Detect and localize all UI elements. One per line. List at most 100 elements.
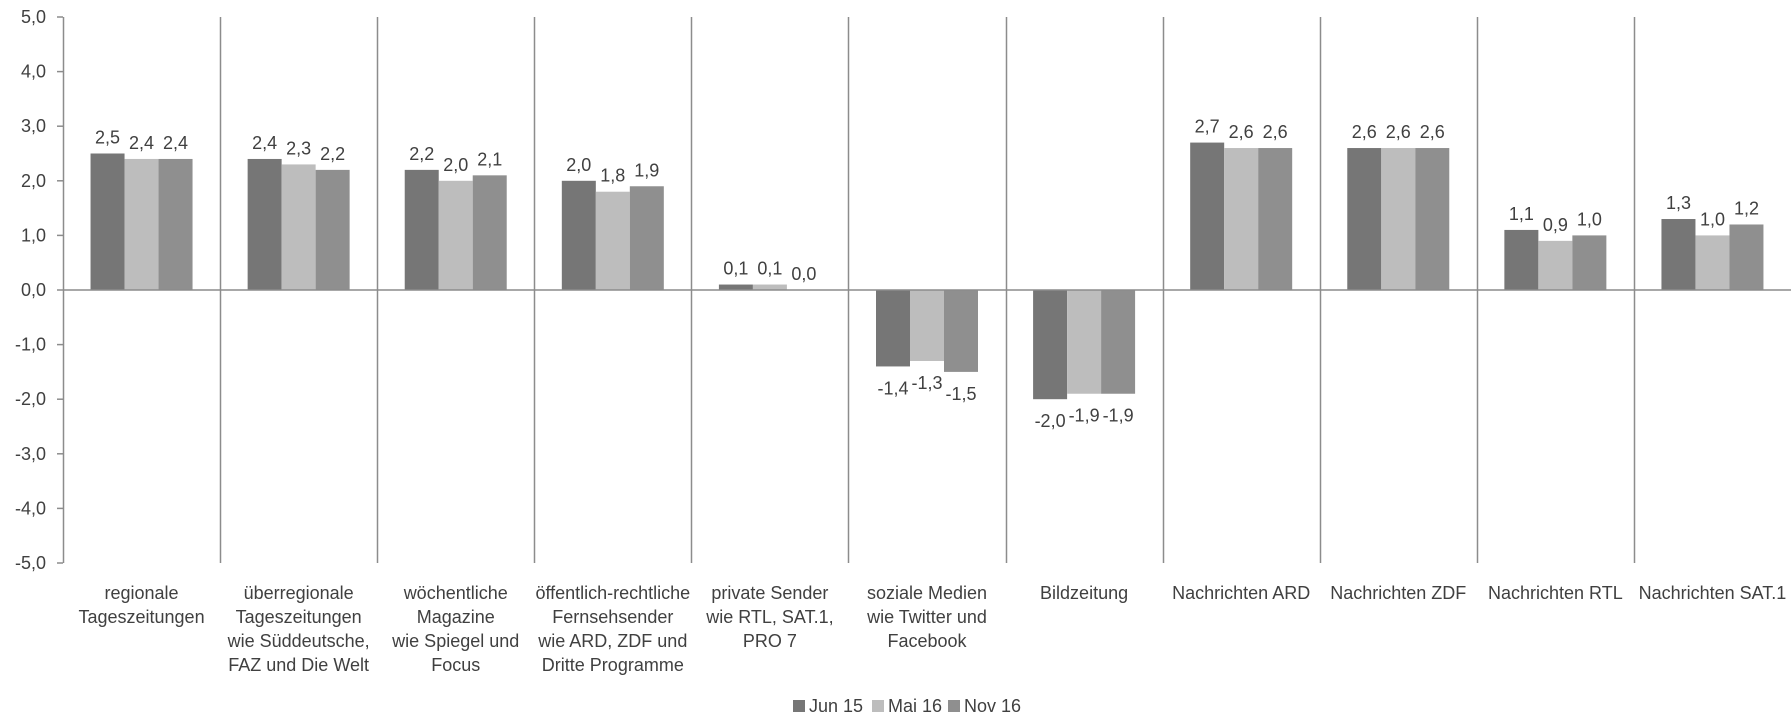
data-label: 1,0 [1577,209,1602,229]
category-label: öffentlich-rechtliche Fernsehsender wie AR… [535,583,690,675]
category-label-line: wöchentliche [403,583,508,603]
data-label: 2,5 [95,128,120,148]
bar-mai-16 [1695,235,1730,290]
data-label: -2,0 [1035,411,1066,431]
legend-label: Mai 16 [888,696,942,716]
data-label: 2,4 [163,133,188,153]
legend-item-nov-16: Nov 16 [948,696,1021,716]
bar-jun-15 [718,284,753,290]
bar-jun-15 [1033,290,1068,400]
bar-jun-15 [1661,219,1696,290]
legend-swatch [793,700,805,712]
data-label: 1,3 [1666,193,1691,213]
category-label-line: Magazine [417,607,495,627]
data-label: 2,6 [1229,122,1254,142]
bar-mai-16 [595,191,630,290]
data-label: -1,9 [1103,406,1134,426]
y-tick-label: -1,0 [15,335,46,355]
bar-mai-16 [438,180,473,290]
category-label: Bildzeitung [1040,583,1128,603]
bar-jun-15 [1347,148,1382,290]
bar-mai-16 [1067,290,1102,394]
data-label: 2,2 [320,144,345,164]
bar-mai-16 [910,290,944,361]
category-label-line: öffentlich-rechtliche [535,583,690,603]
category-label-line: Tageszeitungen [236,607,362,627]
data-label: 2,0 [566,155,591,175]
bar-mai-16 [1224,148,1259,290]
bar-nov-16 [629,186,664,290]
data-label: 2,1 [477,149,502,169]
category-label-line: Nachrichten ZDF [1330,583,1466,603]
data-label: -1,9 [1069,406,1100,426]
category-label-line: Nachrichten ARD [1172,583,1310,603]
legend-label: Nov 16 [964,696,1021,716]
bar-nov-16 [158,158,193,290]
category-label: private Sender wie RTL, SAT.1, PRO 7 [705,583,833,651]
data-label: -1,4 [877,378,908,398]
legend: Jun 15 Mai 16 Nov 16 [793,696,1021,716]
category-label-line: Tageszeitungen [78,607,204,627]
category-label-line: Nachrichten RTL [1488,583,1623,603]
y-tick-label: -5,0 [15,553,46,573]
y-tick-label: -3,0 [15,444,46,464]
category-label-line: wie Süddeutsche, [227,631,370,651]
category-label: Nachrichten SAT.1 [1639,583,1787,603]
legend-swatch [948,700,960,712]
data-label: 0,1 [757,259,782,279]
data-label: 1,1 [1509,204,1534,224]
bars [90,142,1764,400]
bar-nov-16 [315,169,350,290]
bar-mai-16 [281,164,316,290]
data-label: 0,9 [1543,215,1568,235]
y-tick-label: -4,0 [15,498,46,518]
bar-jun-15 [404,169,439,290]
data-label: 2,0 [443,155,468,175]
y-tick-labels: 5,0 4,0 3,0 2,0 1,0 0,0 -1,0 -2,0 -3,0 -4,0 -5,0 [15,7,46,573]
legend-item-mai-16: Mai 16 [872,696,942,716]
data-label: 2,6 [1352,122,1377,142]
category-label-line: regionale [105,583,179,603]
legend-item-jun-15: Jun 15 [793,696,863,716]
category-label-line: soziale Medien [867,583,987,603]
category-label-line: Bildzeitung [1040,583,1128,603]
data-label: -1,3 [911,373,942,393]
category-label-line: wie Spiegel und [391,631,519,651]
bar-jun-15 [561,180,596,290]
category-label: Nachrichten ZDF [1330,583,1466,603]
y-tick-label: 1,0 [21,225,46,245]
data-label: 2,6 [1263,122,1288,142]
bar-mai-16 [1381,148,1416,290]
category-label: wöchentliche Magazine wie Spiegel und Focus [391,583,519,675]
data-label: 1,8 [600,166,625,186]
y-tick-label: 2,0 [21,171,46,191]
data-label: 2,4 [252,133,277,153]
data-label: 1,2 [1734,198,1759,218]
category-label: Nachrichten RTL [1488,583,1623,603]
category-label: überregionale Tageszeitungen wie Süddeutsc… [227,583,370,675]
legend-label: Jun 15 [809,696,863,716]
data-label: 0,0 [791,264,816,284]
data-label: -1,5 [945,384,976,404]
category-label-line: wie Twitter und [866,607,987,627]
bar-mai-16 [752,284,787,290]
y-tick-label: 4,0 [21,62,46,82]
bar-jun-15 [1190,142,1225,290]
bar-jun-15 [90,153,125,290]
category-label: regionale Tageszeitungen [78,583,204,627]
bar-nov-16 [1415,148,1450,290]
data-label: 1,9 [634,160,659,180]
data-label: 0,1 [723,259,748,279]
data-label: 2,2 [409,144,434,164]
data-label: 2,6 [1386,122,1411,142]
category-label: Nachrichten ARD [1172,583,1310,603]
category-label-line: FAZ und Die Welt [228,655,369,675]
bar-nov-16 [1258,148,1293,290]
bar-nov-16 [944,290,978,372]
y-tick-label: -2,0 [15,389,46,409]
y-tick-label: 5,0 [21,7,46,27]
category-label-line: PRO 7 [743,631,797,651]
legend-swatch [872,700,884,712]
